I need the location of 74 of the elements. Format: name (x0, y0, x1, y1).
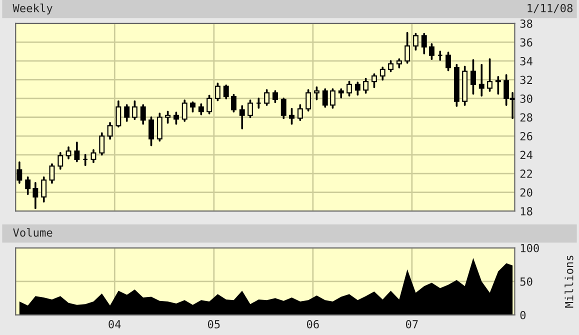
candlestick (140, 104, 146, 125)
candlestick (32, 182, 38, 210)
candlestick (372, 73, 377, 88)
candlestick (404, 32, 410, 64)
candlestick (214, 82, 220, 102)
candlestick (16, 161, 22, 184)
y-tick-label: 20 (520, 188, 532, 197)
candlestick (223, 84, 229, 100)
candlestick (314, 86, 320, 100)
candlestick (495, 76, 501, 95)
candlestick (132, 100, 138, 120)
candlestick (49, 163, 55, 184)
y-tick-label: 32 (520, 76, 532, 84)
y-axis-title: Millions (564, 256, 574, 308)
candlestick (156, 112, 162, 142)
y-tick-label: 0 (520, 310, 526, 320)
candlestick (413, 32, 418, 51)
candlestick (478, 64, 484, 97)
candlestick (116, 100, 122, 128)
candlestick (306, 89, 312, 112)
candlestick (487, 58, 492, 92)
chart-title: Volume (13, 228, 52, 237)
candlestick (74, 142, 80, 162)
y-tick-label: 18 (520, 207, 532, 216)
y-tick-label: 36 (520, 38, 532, 47)
candlestick (182, 99, 188, 122)
x-tick-label: 07 (406, 320, 418, 328)
candlestick (107, 122, 113, 140)
candlestick (173, 112, 179, 125)
candlestick (363, 78, 369, 94)
x-tick-label: 05 (208, 320, 220, 328)
y-tick-label: 26 (520, 132, 532, 140)
candlestick (41, 176, 47, 203)
candlestick (446, 52, 451, 72)
y-tick-label: 22 (520, 170, 532, 178)
candlestick (90, 149, 96, 164)
candlestick (470, 59, 476, 95)
x-tick-label: 06 (306, 320, 319, 328)
candlestick (206, 94, 212, 114)
candlestick (264, 89, 270, 106)
candlestick (230, 94, 236, 113)
candlestick (380, 66, 386, 81)
candlestick (330, 88, 336, 109)
candlestick (346, 80, 352, 97)
candlestick (297, 104, 303, 121)
y-tick-label: 100 (520, 244, 539, 252)
x-tick-label: 04 (108, 320, 121, 328)
y-tick-label: 24 (520, 150, 532, 160)
candlestick (165, 110, 171, 124)
y-tick-label: 28 (520, 113, 532, 122)
candlestick (388, 60, 394, 72)
candlestick (429, 43, 434, 60)
text: 1/11/08 (528, 4, 572, 14)
candlestick (124, 104, 130, 122)
candlestick (354, 82, 360, 96)
chart-title: Weekly (12, 4, 52, 14)
candlestick (66, 146, 72, 160)
candlestick (289, 108, 294, 125)
candlestick (99, 132, 105, 156)
y-tick-label: 30 (520, 94, 532, 103)
y-tick-label: 34 (520, 56, 532, 66)
candlestick (148, 116, 154, 146)
candlestick (198, 103, 204, 116)
candlestick (421, 32, 427, 54)
candlestick (239, 105, 245, 130)
candlestick (25, 176, 31, 196)
candlestick (272, 90, 278, 104)
candlestick (280, 98, 286, 120)
y-tick-label: 38 (520, 19, 532, 28)
candlestick (190, 101, 196, 113)
y-tick-label: 50 (520, 277, 532, 286)
candlestick (58, 152, 64, 170)
candlestick (322, 88, 328, 108)
candlestick (248, 99, 253, 118)
